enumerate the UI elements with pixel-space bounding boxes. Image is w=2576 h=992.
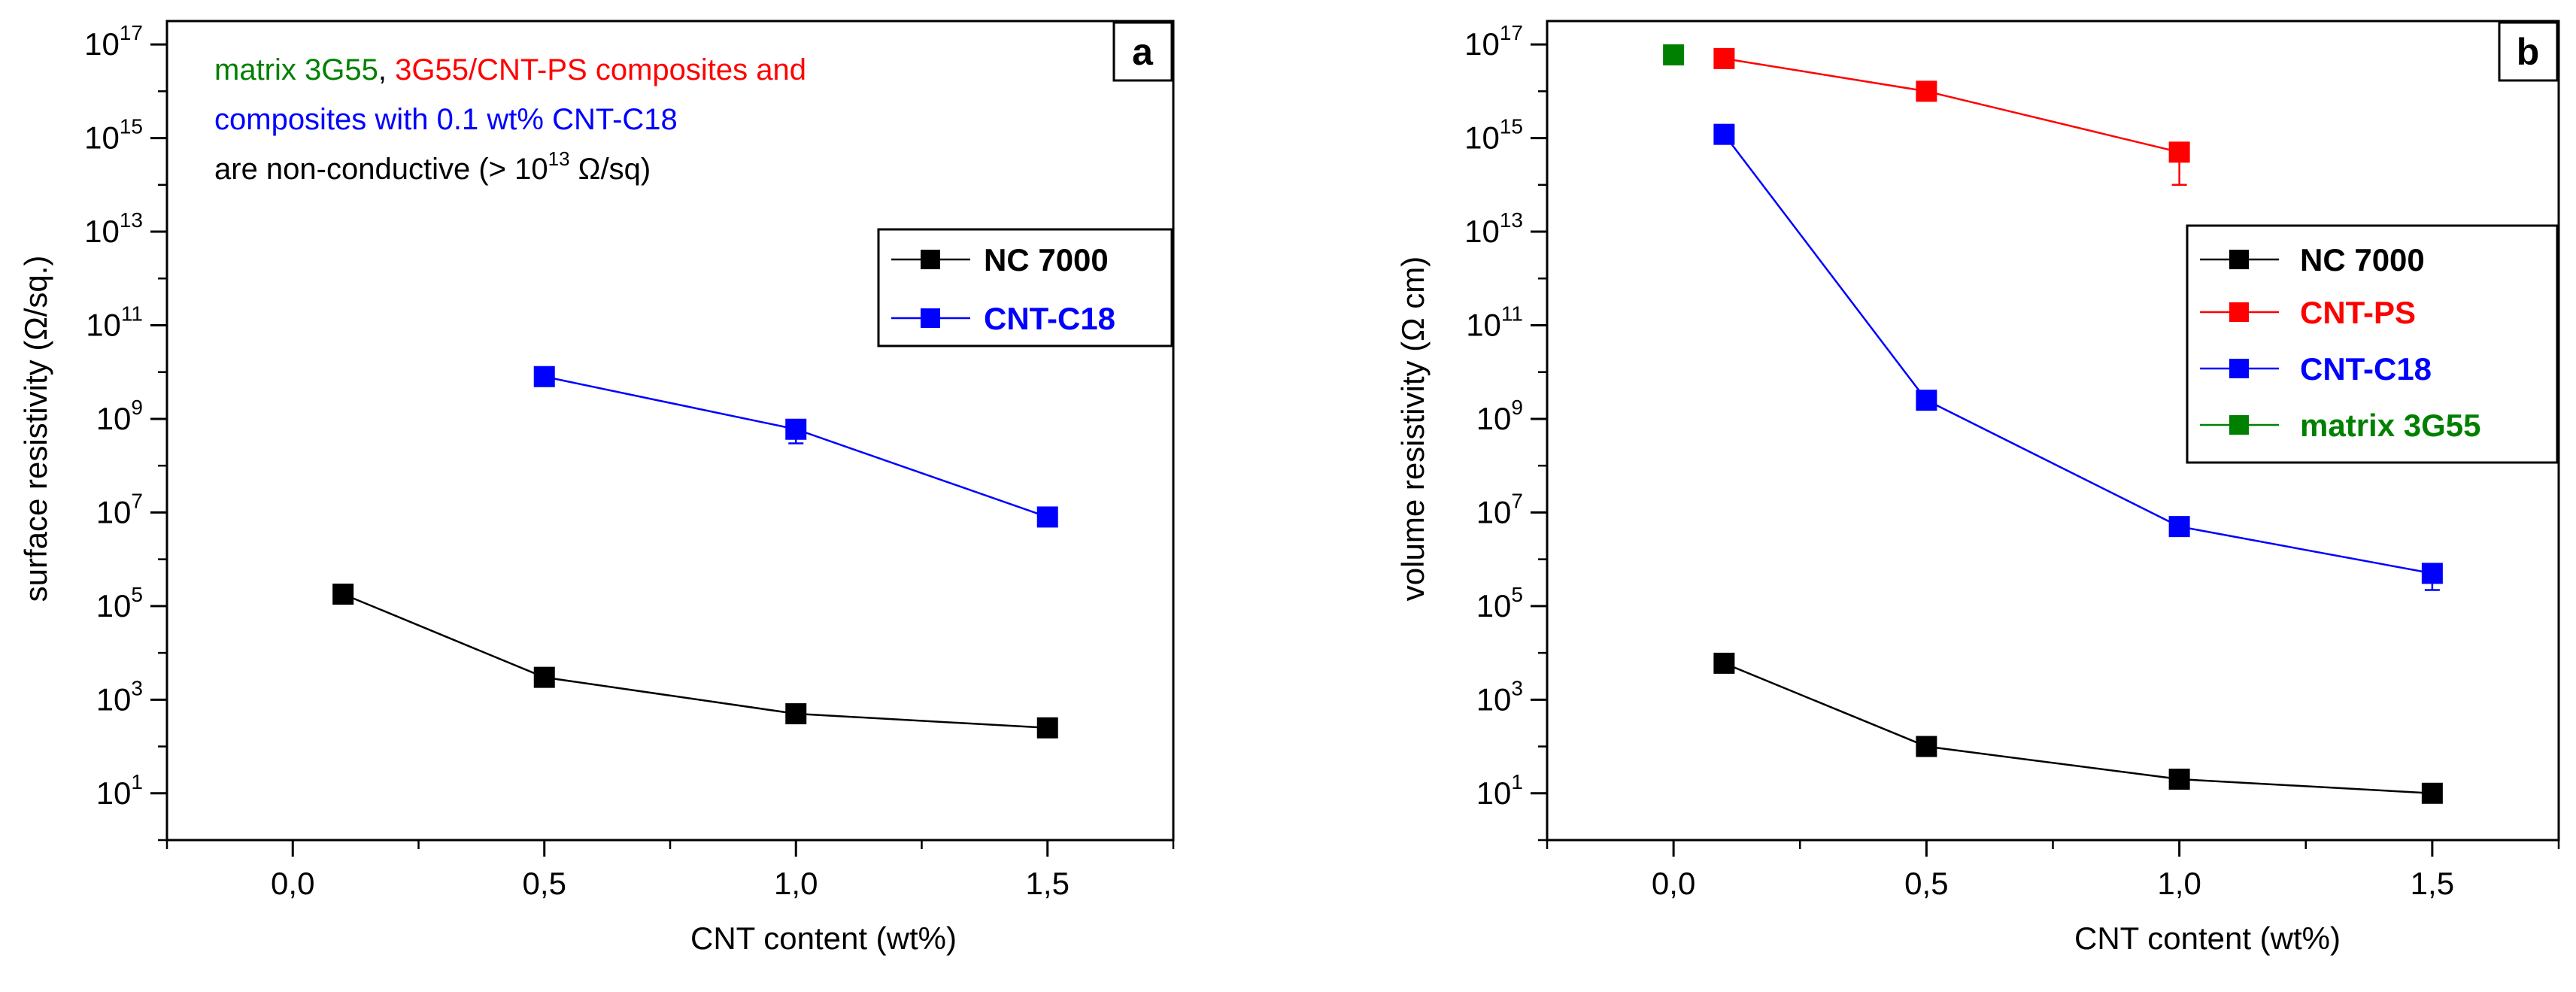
y-tick-label-a: 1015 xyxy=(84,115,143,156)
panel-label-a: a xyxy=(1132,31,1154,73)
data-point-cnt-ps xyxy=(1916,80,1937,102)
y-tick-label-b: 1017 xyxy=(1464,21,1523,62)
data-point-cnt-ps xyxy=(2168,141,2190,163)
panel-a: 0,0 0,5 1,0 1,5 101 103 105 107 109 1011 1013 1015 1… xyxy=(18,20,1175,956)
y-tick-label-a: 101 xyxy=(96,770,143,811)
y-tick-label-a: 107 xyxy=(96,489,143,529)
y-tick-label-b: 105 xyxy=(1476,583,1523,623)
y-tick-label-b: 107 xyxy=(1476,489,1523,529)
data-point-cnt-c18 xyxy=(785,418,807,440)
data-point-nc-7000 xyxy=(2421,782,2443,804)
series-line-cnt-ps xyxy=(1724,57,2180,153)
legend-marker-matrix-b xyxy=(2229,415,2249,435)
data-point-nc-7000 xyxy=(332,583,354,605)
data-point-cnt-ps xyxy=(1713,47,1735,69)
data-point-nc-7000 xyxy=(1916,736,1937,757)
x-tick-label-a: 0,0 xyxy=(271,866,314,901)
series-line-nc-7000 xyxy=(1723,662,2432,795)
data-point-cnt-c18 xyxy=(1036,506,1058,528)
data-point-nc-7000 xyxy=(533,666,555,688)
legend-marker-cntps-b xyxy=(2229,302,2249,322)
annotation-line-3-exp: 13 xyxy=(548,147,570,170)
legend-label-cntps-b: CNT-PS xyxy=(2300,295,2416,330)
legend-label-cntc18-a: CNT-C18 xyxy=(984,301,1115,336)
panel-b: 0,0 0,5 1,0 1,5 101 103 105 107 109 1011 1013 1015 1… xyxy=(1395,20,2560,956)
annotation-matrix-text: matrix 3G55 xyxy=(214,53,378,86)
x-tick-label-a: 0,5 xyxy=(523,866,566,901)
legend-marker-cntc18-a xyxy=(921,308,940,328)
annotation-line-3: are non-conductive (> 1013 Ω/sq) xyxy=(214,147,651,186)
panel-label-b: b xyxy=(2517,31,2540,73)
data-point-matrix-3g55 xyxy=(1663,44,1685,65)
axis-ticks-a: 0,0 0,5 1,0 1,5 101 103 105 107 109 1011 1013 1015 1… xyxy=(84,21,1175,901)
annotation-line-2: composites with 0.1 wt% CNT-C18 xyxy=(214,103,678,136)
y-tick-label-b: 1013 xyxy=(1464,208,1523,249)
data-point-cnt-c18 xyxy=(1916,390,1937,411)
x-tick-label-b: 0,5 xyxy=(1904,866,1948,901)
x-tick-label-b: 1,5 xyxy=(2411,866,2454,901)
data-marks-b xyxy=(1663,44,2443,804)
data-point-nc-7000 xyxy=(1036,717,1058,739)
annotation-cntps-text: 3G55/CNT-PS composites and xyxy=(395,53,806,86)
y-tick-label-a: 109 xyxy=(96,396,143,436)
data-point-cnt-c18 xyxy=(2421,563,2443,584)
y-tick-label-a: 105 xyxy=(96,583,143,623)
y-axis-label-a: surface resistivity (Ω/sq.) xyxy=(18,256,53,602)
legend-marker-cntc18-b xyxy=(2229,359,2249,378)
panel-label-box-a xyxy=(1112,21,1173,82)
annotation-comma: , xyxy=(378,53,395,86)
x-tick-label-a: 1,5 xyxy=(1026,866,1070,901)
data-marks-a xyxy=(332,366,1058,739)
legend-a: NC 7000 CNT-C18 xyxy=(877,228,1173,347)
y-tick-label-b: 1015 xyxy=(1464,115,1523,156)
data-point-nc-7000 xyxy=(785,703,807,725)
annotation-line-3-prefix: are non-conductive (> 10 xyxy=(214,153,548,186)
annotation-line-3-suffix: Ω/sq) xyxy=(570,153,651,186)
x-axis-label-b: CNT content (wt%) xyxy=(2074,921,2341,956)
y-tick-label-b: 103 xyxy=(1476,676,1523,717)
x-tick-label-a: 1,0 xyxy=(774,866,818,901)
data-point-cnt-c18 xyxy=(533,366,555,387)
x-tick-label-b: 1,0 xyxy=(2157,866,2201,901)
series-line-cnt-c18 xyxy=(1723,133,2433,575)
data-point-cnt-c18 xyxy=(2168,516,2190,538)
legend-marker-nc7000-a xyxy=(921,250,940,269)
y-tick-label-a: 103 xyxy=(96,676,143,717)
legend-b: NC 7000 CNT-PS CNT-C18 matrix 3G55 xyxy=(2186,224,2559,464)
y-tick-label-b: 1011 xyxy=(1466,302,1523,342)
legend-label-nc7000-b: NC 7000 xyxy=(2300,242,2425,278)
data-point-nc-7000 xyxy=(2168,769,2190,790)
series-line-nc-7000 xyxy=(342,593,1048,730)
y-tick-label-b: 109 xyxy=(1476,396,1523,436)
panel-label-box-b xyxy=(2498,21,2559,82)
legend-label-matrix-b: matrix 3G55 xyxy=(2300,408,2480,443)
x-axis-label-a: CNT content (wt%) xyxy=(690,921,957,956)
data-point-cnt-c18 xyxy=(1713,123,1735,145)
y-tick-label-a: 1013 xyxy=(84,208,143,249)
y-tick-label-a: 1011 xyxy=(86,302,143,342)
y-tick-label-b: 101 xyxy=(1476,770,1523,811)
series-line-cnt-c18 xyxy=(544,375,1048,518)
plot-frame-a xyxy=(165,20,1175,842)
x-tick-label-b: 0,0 xyxy=(1652,866,1695,901)
data-point-nc-7000 xyxy=(1713,652,1735,674)
annotation-line-1: matrix 3G55, 3G55/CNT-PS composites and xyxy=(214,53,806,86)
y-axis-label-b: volume resistivity (Ω cm) xyxy=(1395,256,1431,601)
legend-marker-nc7000-b xyxy=(2229,250,2249,269)
legend-label-nc7000-a: NC 7000 xyxy=(984,242,1109,278)
y-tick-label-a: 1017 xyxy=(84,21,143,62)
legend-label-cntc18-b: CNT-C18 xyxy=(2300,351,2432,387)
axis-ticks-b: 0,0 0,5 1,0 1,5 101 103 105 107 109 1011 1013 1015 1… xyxy=(1464,21,2560,901)
